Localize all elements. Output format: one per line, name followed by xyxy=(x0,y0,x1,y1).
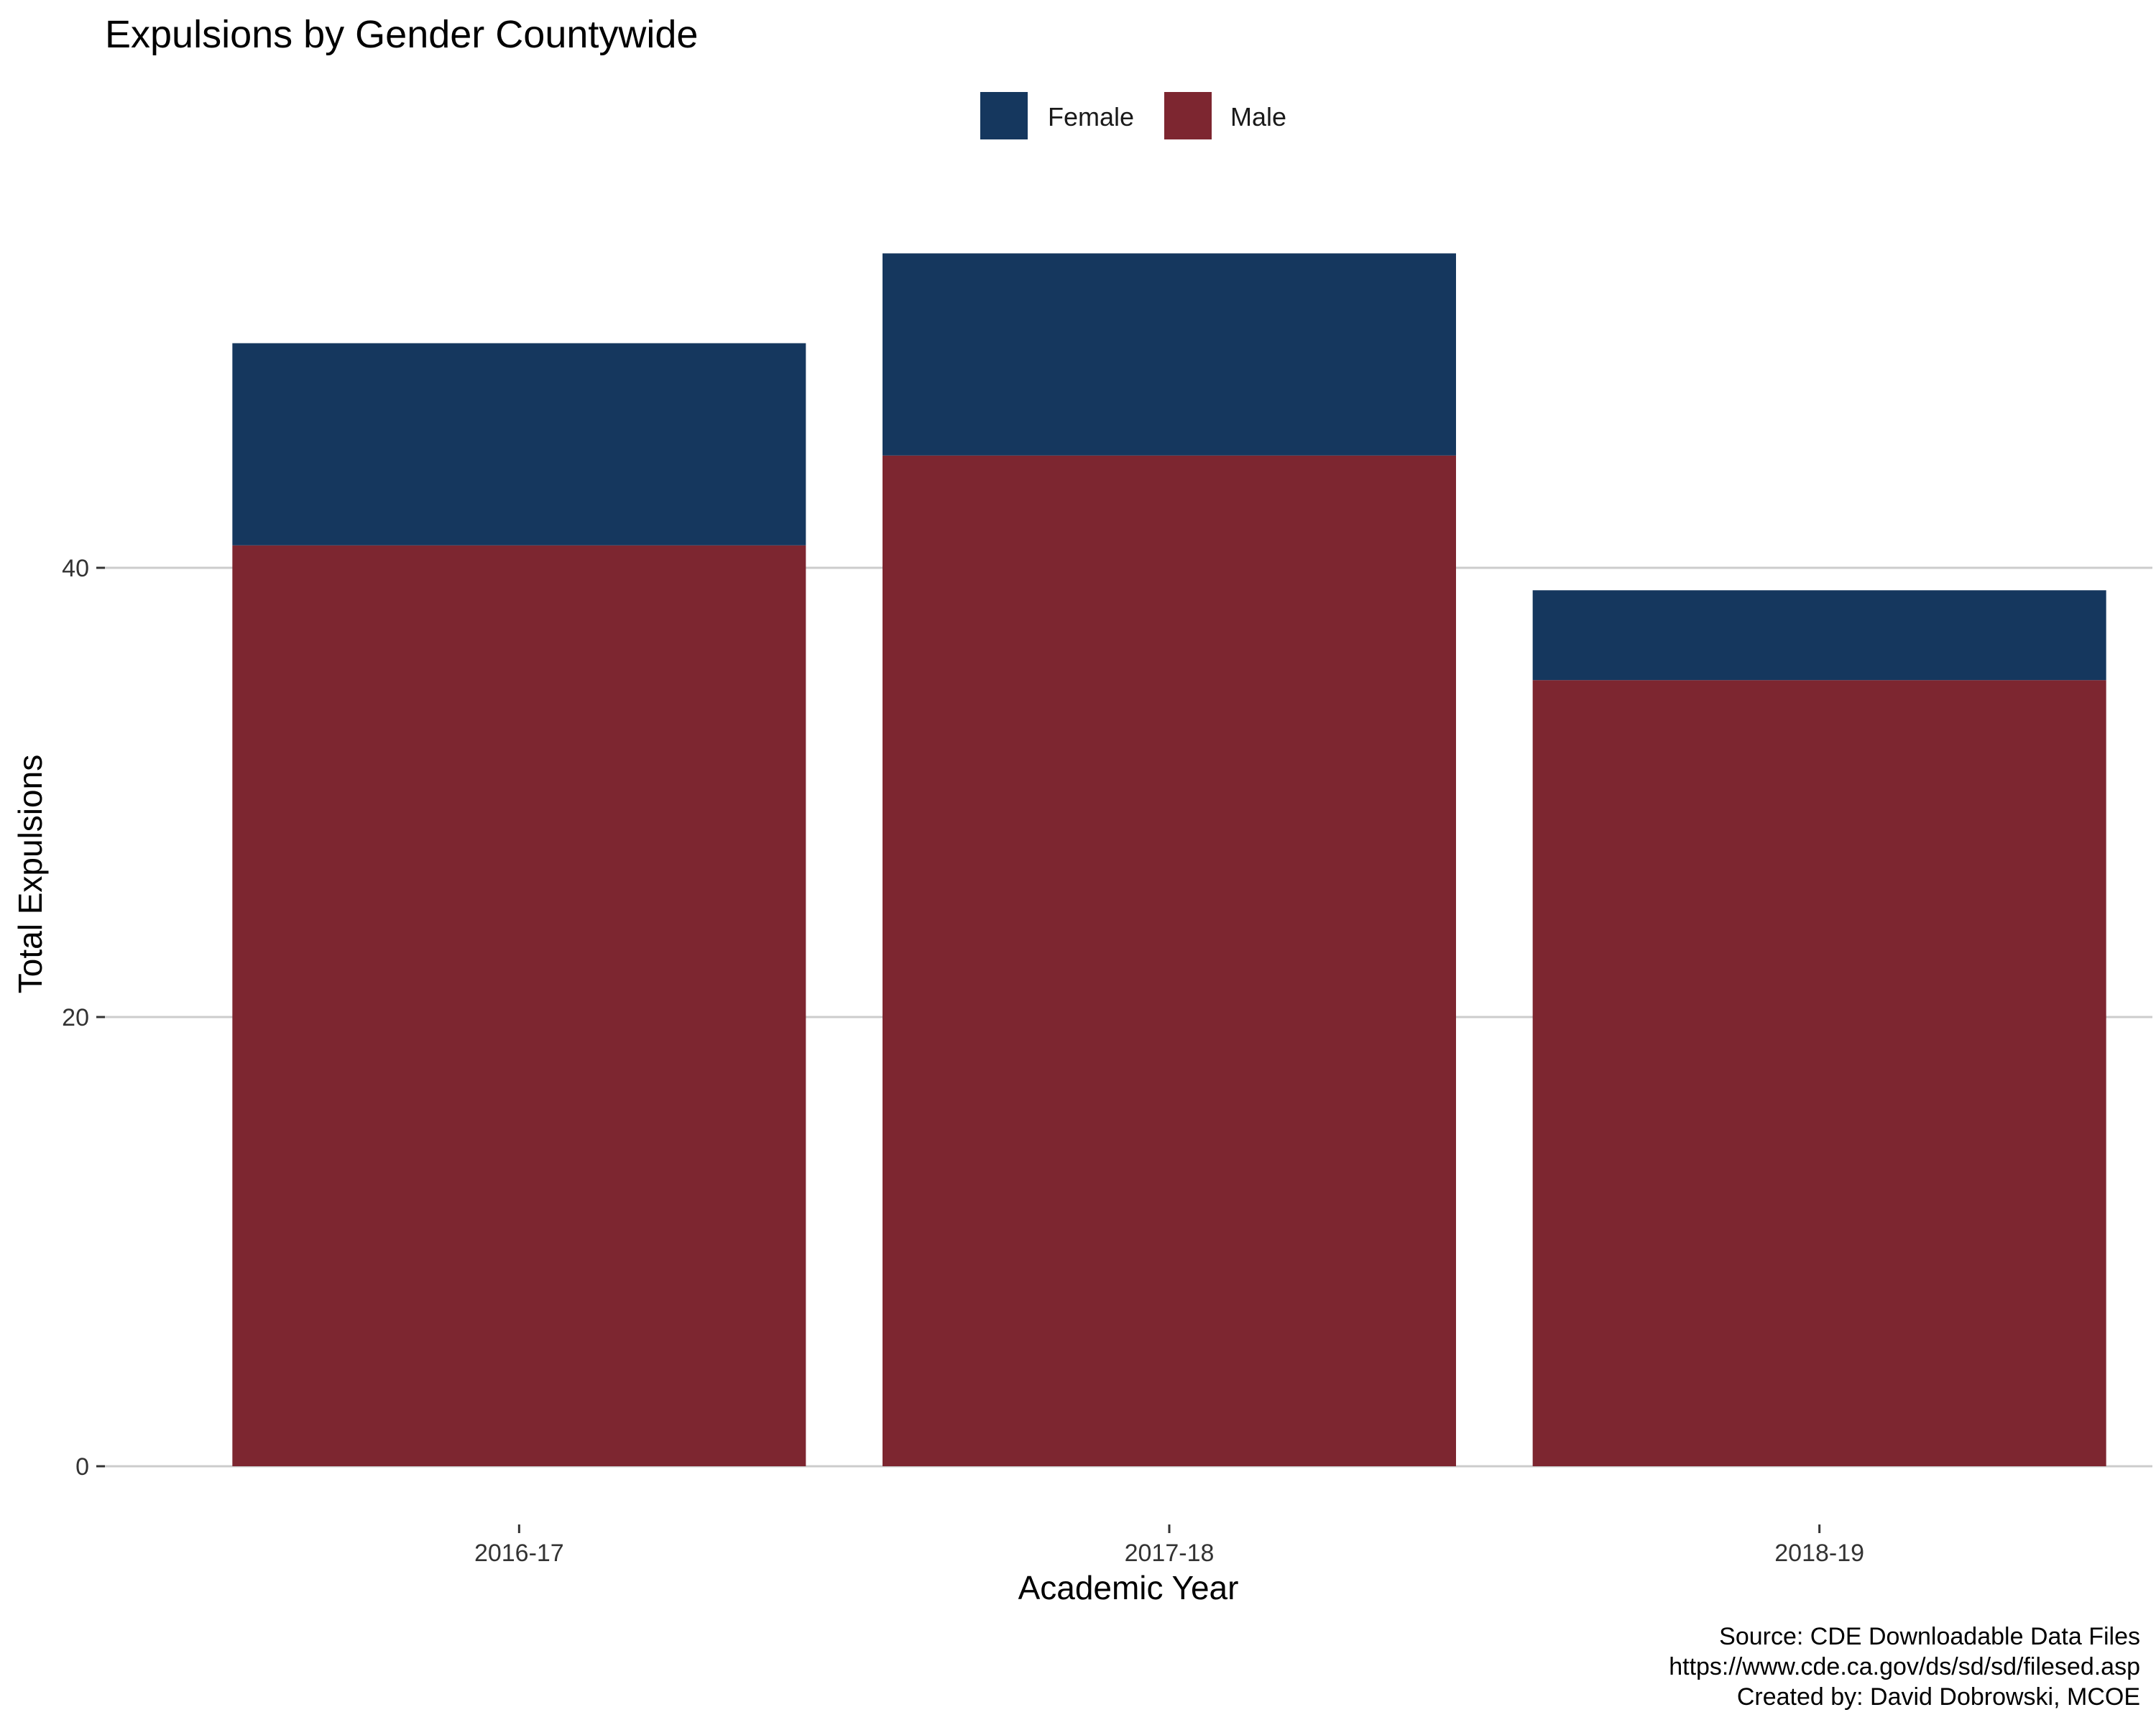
bars xyxy=(232,253,2106,1466)
bar-male-2017-18 xyxy=(883,455,1456,1466)
chart-title: Expulsions by Gender Countywide xyxy=(105,13,698,56)
x-tick-label-2018-19: 2018-19 xyxy=(1774,1540,1864,1567)
y-tick-label-20: 20 xyxy=(62,1004,89,1031)
y-axis: 0 20 40 xyxy=(62,555,105,1481)
bar-female-2017-18 xyxy=(883,253,1456,456)
x-axis-title: Academic Year xyxy=(1018,1569,1239,1606)
bar-female-2016-17 xyxy=(232,343,806,546)
legend-label-female: Female xyxy=(1048,102,1134,132)
bar-male-2016-17 xyxy=(232,545,806,1466)
x-axis: 2016-17 2017-18 2018-19 xyxy=(474,1524,1864,1567)
y-tick-label-0: 0 xyxy=(75,1453,89,1481)
legend: Female Male xyxy=(980,92,1286,139)
legend-swatch-male xyxy=(1164,92,1212,139)
x-tick-label-2016-17: 2016-17 xyxy=(474,1540,564,1567)
caption: Source: CDE Downloadable Data Files http… xyxy=(1669,1623,2140,1711)
bar-female-2018-19 xyxy=(1532,590,2106,681)
x-tick-label-2017-18: 2017-18 xyxy=(1125,1540,1215,1567)
y-tick-label-40: 40 xyxy=(62,555,89,582)
caption-line-source: Source: CDE Downloadable Data Files xyxy=(1719,1623,2140,1650)
caption-line-credit: Created by: David Dobrowski, MCOE xyxy=(1737,1683,2140,1711)
legend-swatch-female xyxy=(980,92,1028,139)
legend-label-male: Male xyxy=(1230,102,1286,132)
caption-line-url: https://www.cde.ca.gov/ds/sd/sd/filesed.… xyxy=(1669,1653,2140,1680)
y-axis-title: Total Expulsions xyxy=(11,755,49,993)
bar-male-2018-19 xyxy=(1532,680,2106,1466)
